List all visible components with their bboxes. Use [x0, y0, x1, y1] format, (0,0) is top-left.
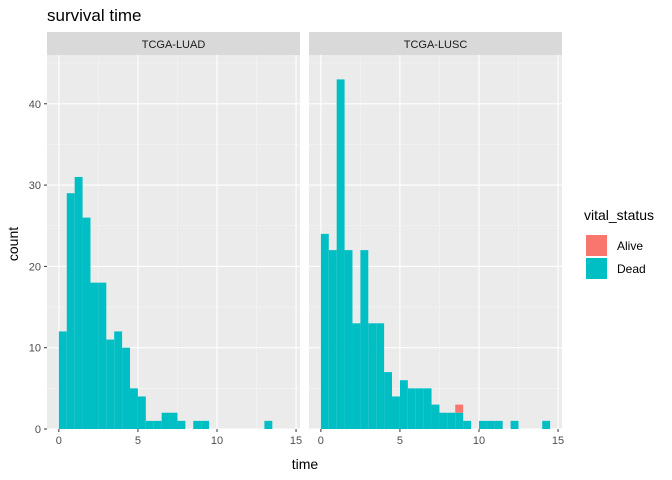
bar-dead — [122, 347, 131, 429]
x-tick-label: 0 — [318, 435, 324, 447]
bar-dead — [153, 420, 162, 429]
bar-dead — [130, 388, 138, 429]
bar-dead — [494, 420, 503, 429]
bar-dead — [439, 412, 448, 429]
bar-dead — [384, 372, 393, 429]
bar-dead — [407, 388, 416, 429]
bar-dead — [90, 282, 99, 429]
bar-dead — [486, 420, 495, 429]
y-tick-label: 40 — [29, 99, 41, 111]
facet-panel-1: TCGA-LUAD 0 5 10 15 0 10 20 30 40 — [29, 32, 302, 447]
x-tick-label: 15 — [552, 435, 564, 447]
bar-dead — [336, 79, 345, 430]
bar-dead — [352, 323, 361, 429]
y-tick-label: 0 — [35, 424, 41, 436]
bar-dead — [82, 217, 91, 429]
y-tick-label: 30 — [29, 180, 41, 192]
bar-dead — [201, 420, 210, 429]
bar-dead — [264, 420, 273, 429]
x-tick-label: 0 — [56, 435, 62, 447]
facet-strip-label: TCGA-LUAD — [142, 39, 206, 51]
bar-dead — [368, 323, 377, 429]
legend-title: vital_status — [584, 207, 654, 223]
x-tick-label: 10 — [473, 435, 485, 447]
bar-dead — [399, 380, 408, 429]
legend: vital_status Alive Dead — [584, 207, 654, 279]
bar-dead — [478, 420, 487, 429]
facet-panels: TCGA-LUAD 0 5 10 15 0 10 20 30 40 TCGA-LUSC 0 5 10 15 — [29, 32, 564, 447]
bar-dead — [360, 250, 369, 429]
facet-panel-2: TCGA-LUSC 0 5 10 15 — [309, 32, 564, 447]
bar-dead — [177, 420, 186, 429]
bar-dead — [193, 420, 202, 429]
bar-alive — [455, 404, 464, 413]
bar-dead — [145, 420, 154, 429]
y-axis-title: count — [5, 227, 21, 261]
bar-dead — [510, 420, 519, 429]
bar-dead — [542, 420, 551, 429]
bar-dead — [455, 412, 464, 429]
bar-dead — [415, 388, 424, 429]
bar-dead — [74, 176, 83, 429]
legend-label-dead: Dead — [617, 262, 646, 276]
x-tick-label: 5 — [135, 435, 141, 447]
bar-dead — [66, 193, 75, 429]
bar-dead — [161, 412, 170, 429]
x-tick-label: 10 — [211, 435, 223, 447]
bar-dead — [320, 233, 329, 429]
legend-key-dead — [586, 258, 607, 279]
bar-dead — [58, 331, 67, 429]
x-tick-label: 5 — [397, 435, 403, 447]
y-tick-label: 20 — [29, 261, 41, 273]
bar-dead — [114, 331, 123, 429]
legend-key-alive — [586, 235, 607, 256]
bar-dead — [447, 412, 456, 429]
facet-strip — [309, 32, 562, 55]
bar-dead — [106, 339, 115, 429]
bar-dead — [423, 388, 432, 429]
y-tick-label: 10 — [29, 343, 41, 355]
bar-dead — [328, 250, 337, 429]
bar-dead — [463, 420, 472, 429]
facet-strip — [47, 32, 300, 55]
legend-label-alive: Alive — [617, 239, 643, 253]
x-axis-title: time — [292, 456, 319, 472]
facet-strip-label: TCGA-LUSC — [404, 39, 468, 51]
bar-dead — [431, 404, 440, 429]
bar-dead — [376, 323, 385, 429]
x-tick-label: 15 — [290, 435, 302, 447]
chart-title: survival time — [47, 6, 141, 25]
bar-dead — [137, 396, 146, 429]
bar-dead — [98, 282, 107, 429]
bar-dead — [344, 250, 353, 429]
bar-dead — [169, 412, 178, 429]
bar-dead — [392, 396, 400, 429]
